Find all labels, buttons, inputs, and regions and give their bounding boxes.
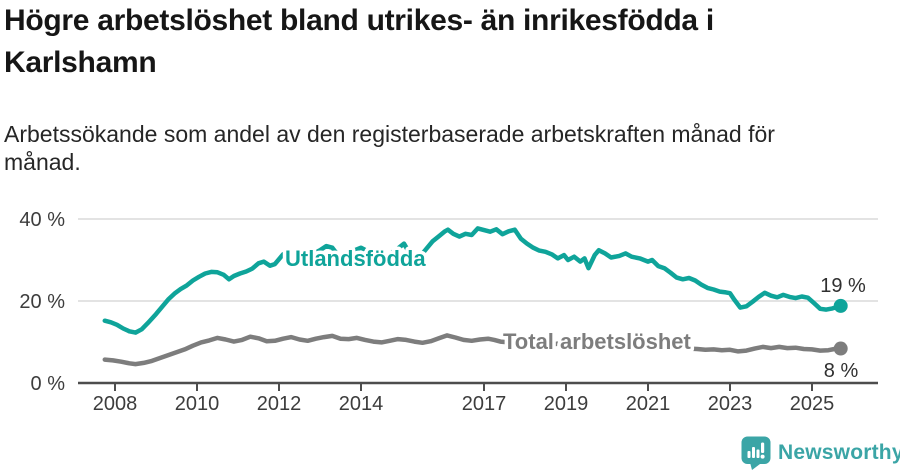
title-line-1: Högre arbetslöshet bland utrikes- än inr… [4, 4, 714, 37]
x-tick-label: 2012 [257, 393, 302, 415]
gridlines [78, 218, 878, 302]
series-labels: Utlandsfödda 19 % Total arbetslöshet 8 % [282, 243, 867, 383]
y-tick-label: 40 % [19, 209, 65, 231]
subtitle-line-1: Arbetssökande som andel av den registerb… [4, 121, 775, 147]
series-lines [102, 226, 848, 367]
x-tick-label: 2008 [93, 393, 138, 415]
series-end-dot-total [833, 341, 848, 356]
subtitle-line-2: månad. [4, 149, 81, 175]
end-value-label-utlandsfodda: 19 % [820, 275, 866, 297]
x-tick-label: 2025 [790, 393, 835, 415]
series-label-utlandsfodda: Utlandsfödda [285, 246, 426, 271]
series-line-total [102, 333, 843, 367]
x-axis-labels: 2008 2010 2012 2014 2017 2019 2021 2023 2025 [93, 393, 835, 415]
end-value-label-total: 8 % [824, 360, 859, 382]
x-tick-label: 2021 [626, 393, 671, 415]
x-tick-label: 2019 [544, 393, 589, 415]
page-title: Högre arbetslöshet bland utrikes- än inr… [4, 0, 884, 84]
title-line-2: Karlshamn [4, 46, 157, 79]
series-label-total: Total arbetslöshet [503, 329, 692, 354]
x-axis [78, 381, 878, 391]
series-end-dot-utlandsfodda [833, 298, 848, 313]
x-tick-label: 2023 [708, 393, 753, 415]
newsworthy-icon [741, 436, 771, 470]
x-tick-label: 2014 [339, 393, 384, 415]
x-tick-label: 2010 [175, 393, 220, 415]
series-line-utlandsfodda [102, 226, 843, 335]
x-tick-label: 2017 [462, 393, 507, 415]
chart-subtitle: Arbetssökande som andel av den registerb… [4, 120, 864, 176]
newsworthy-logo[interactable]: Newsworthy [741, 434, 900, 472]
y-tick-label: 20 % [19, 291, 65, 313]
y-axis-labels: 0 % 20 % 40 % [19, 209, 65, 395]
newsworthy-wordmark: Newsworthy [778, 441, 900, 464]
y-tick-label: 0 % [31, 373, 66, 395]
